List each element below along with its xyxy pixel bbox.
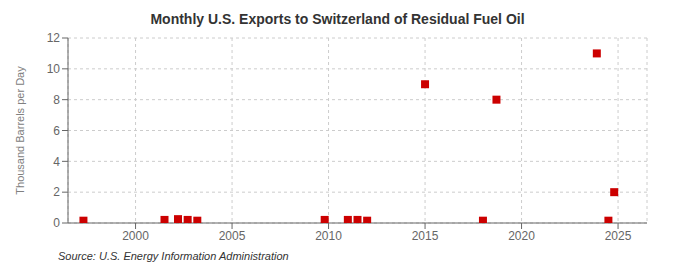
svg-text:2010: 2010 xyxy=(315,229,342,243)
html-text:Source: U.S. Energy Informatio: Source: U.S. Energy Information Administ… xyxy=(58,250,289,262)
svg-text:8: 8 xyxy=(53,93,60,107)
svg-text:2015: 2015 xyxy=(412,229,439,243)
svg-text:12: 12 xyxy=(47,31,61,45)
svg-text:2: 2 xyxy=(53,185,60,199)
svg-text:Thousand Barrels per Day: Thousand Barrels per Day xyxy=(14,66,26,195)
svg-text:4: 4 xyxy=(53,155,60,169)
html-text:Monthly U.S. Exports to Switze: Monthly U.S. Exports to Switzerland of R… xyxy=(150,11,525,27)
svg-text:2000: 2000 xyxy=(122,229,149,243)
svg-text:6: 6 xyxy=(53,124,60,138)
svg-text:2025: 2025 xyxy=(605,229,632,243)
svg-text:10: 10 xyxy=(47,62,61,76)
svg-text:2020: 2020 xyxy=(508,229,535,243)
svg-text:0: 0 xyxy=(53,216,60,230)
svg-text:2005: 2005 xyxy=(219,229,246,243)
